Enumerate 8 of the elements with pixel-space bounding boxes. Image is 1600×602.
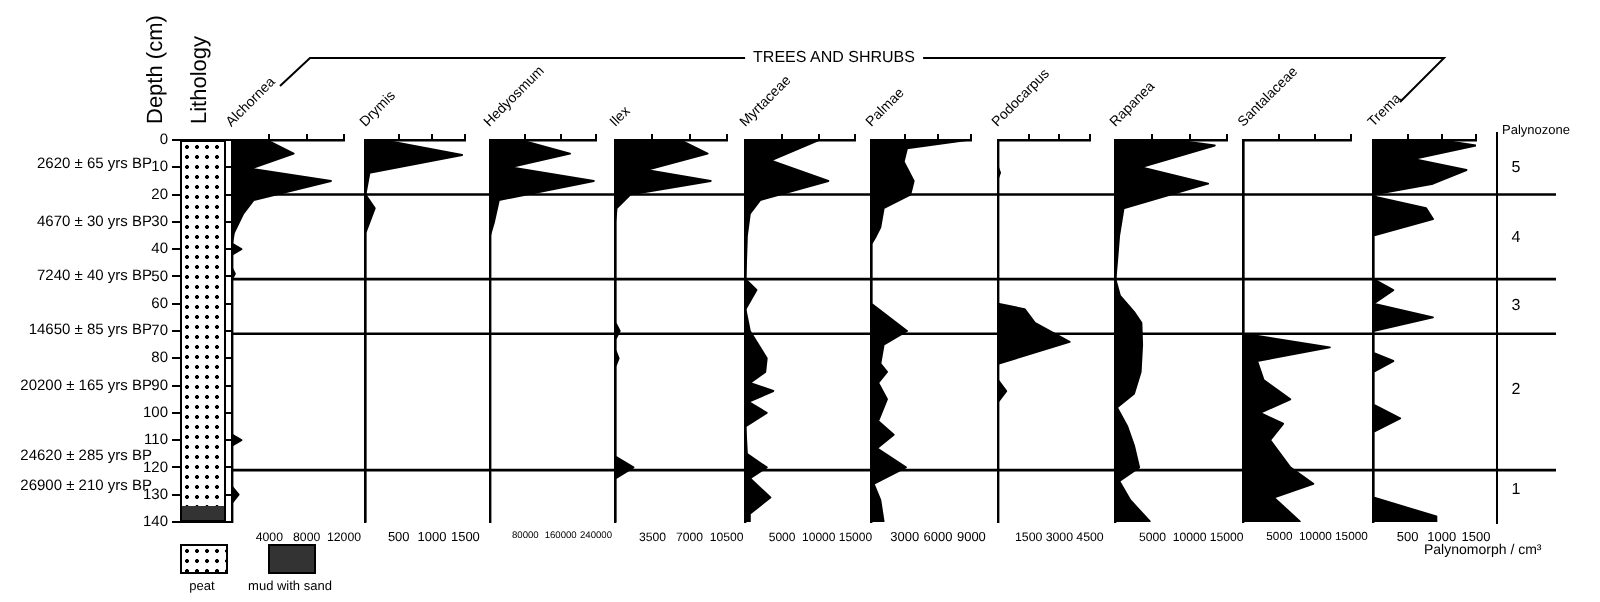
- text: 4: [1511, 228, 1521, 246]
- text: TREES AND SHRUBS: [745, 48, 923, 66]
- text: 1: [1511, 480, 1521, 498]
- text: 2: [1511, 380, 1521, 398]
- text: Lithology: [188, 35, 212, 124]
- text: 5: [1511, 158, 1521, 176]
- y-axis-title: Depth (cm): [144, 15, 168, 124]
- text: 3: [1511, 296, 1521, 314]
